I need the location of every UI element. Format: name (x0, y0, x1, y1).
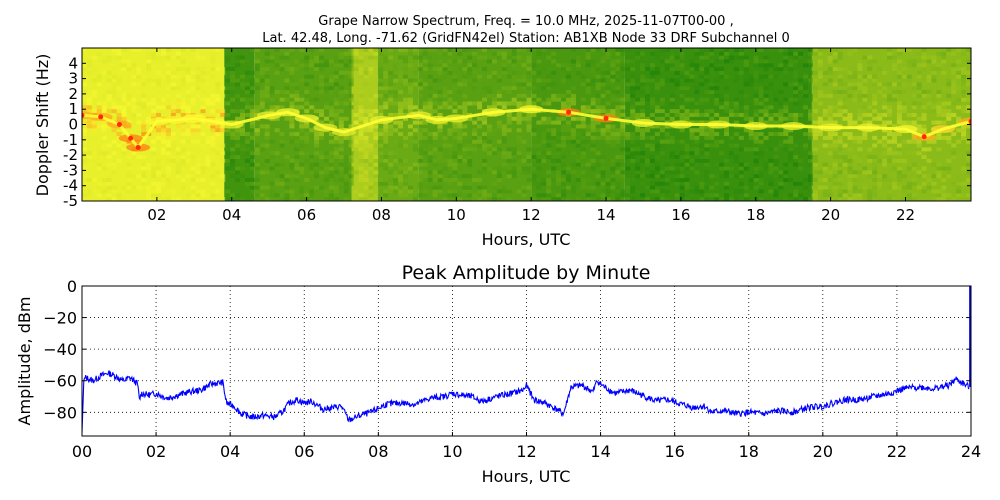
amplitude-y-tick-label: 0 (67, 277, 77, 296)
spectrogram-y-tick-label: -5 (63, 192, 78, 210)
amplitude-x-tick-label: 10 (442, 442, 462, 461)
spectrogram-x-ticks: 02 04 06 08 10 12 14 16 18 20 22 (147, 48, 915, 224)
spectrogram-y-tick-label: -1 (63, 131, 78, 149)
spectrogram-y-tick-label: 4 (68, 54, 78, 72)
amplitude-series (82, 286, 971, 433)
amplitude-x-tick-label: 08 (368, 442, 388, 461)
amplitude-x-tick-label: 02 (146, 442, 166, 461)
spectrogram-x-tick-label: 16 (671, 206, 690, 224)
spectrogram-x-tick-label: 02 (147, 206, 166, 224)
amplitude-y-label: Amplitude, dBm (15, 297, 34, 426)
doppler-trace-peak (98, 114, 104, 120)
doppler-trace-peak (921, 134, 927, 140)
doppler-trace-peak (968, 118, 971, 124)
spectrogram-x-tick-label: 06 (297, 206, 316, 224)
amplitude-y-tick-label: −40 (43, 340, 77, 359)
doppler-trace-peak (603, 115, 609, 121)
amplitude-y-ticks: 0 −20 −40 −60 −80 (43, 277, 971, 422)
spectrogram-y-tick-label: -4 (63, 177, 78, 195)
amplitude-x-tick-label: 20 (813, 442, 833, 461)
spectrogram-y-tick-label: 1 (68, 100, 78, 118)
figure-title-line1: Grape Narrow Spectrum, Freq. = 10.0 MHz,… (318, 14, 733, 29)
spectrogram-y-tick-label: 0 (68, 116, 78, 134)
amplitude-x-tick-label: 04 (220, 442, 240, 461)
doppler-trace (82, 105, 971, 152)
doppler-trace-peak (128, 135, 134, 141)
doppler-trace-line (82, 107, 971, 150)
spectrogram-x-label: Hours, UTC (482, 230, 571, 249)
spectrogram-x-tick-label: 18 (746, 206, 765, 224)
amplitude-frame (81, 285, 972, 437)
spectrogram-y-tick-label: -2 (63, 146, 78, 164)
spectrogram-x-tick-label: 12 (522, 206, 541, 224)
spectrogram-x-tick-label: 10 (447, 206, 466, 224)
spectrogram-x-tick-label: 22 (896, 206, 915, 224)
amplitude-x-tick-label: 22 (887, 442, 907, 461)
spectrogram-heatmap (82, 48, 971, 201)
spectrogram-y-tick-label: -3 (63, 161, 78, 179)
amplitude-series-line (82, 370, 970, 433)
amplitude-y-tick-label: −80 (43, 403, 77, 422)
amplitude-title: Peak Amplitude by Minute (402, 262, 651, 284)
amplitude-x-tick-label: 14 (590, 442, 610, 461)
amplitude-x-tick-label: 06 (294, 442, 314, 461)
amplitude-y-tick-label: −20 (43, 309, 77, 328)
spectrogram-x-tick-label: 20 (821, 206, 840, 224)
figure-title-line2: Lat. 42.48, Long. -71.62 (GridFN42el) St… (262, 31, 789, 46)
spectrogram-x-tick-label: 04 (222, 206, 241, 224)
amplitude-x-ticks: 00 02 04 06 08 10 12 14 16 18 20 22 24 (72, 432, 981, 461)
doppler-trace-peak (82, 112, 85, 118)
amplitude-y-tick-label: −60 (43, 372, 77, 391)
amplitude-x-tick-label: 24 (961, 442, 981, 461)
spectrogram-y-tick-label: 2 (68, 85, 78, 103)
spectrogram-y-label: Doppler Shift (Hz) (33, 54, 52, 197)
doppler-trace-peak (566, 109, 572, 115)
amplitude-x-tick-label: 12 (516, 442, 536, 461)
amplitude-x-tick-label: 00 (72, 442, 92, 461)
doppler-trace-peak (116, 122, 122, 127)
amplitude-x-tick-label: 16 (664, 442, 684, 461)
doppler-trace-peak (135, 144, 141, 150)
spectrogram-y-tick-label: 3 (68, 70, 78, 88)
amplitude-panel: Peak Amplitude by Minute 00 02 04 06 08 10 12 1… (15, 262, 981, 486)
amplitude-grid (82, 286, 971, 436)
spectrogram-x-tick-label: 14 (596, 206, 615, 224)
amplitude-x-label: Hours, UTC (482, 467, 571, 486)
spectrogram-x-tick-label: 08 (372, 206, 391, 224)
amplitude-x-tick-label: 18 (739, 442, 759, 461)
